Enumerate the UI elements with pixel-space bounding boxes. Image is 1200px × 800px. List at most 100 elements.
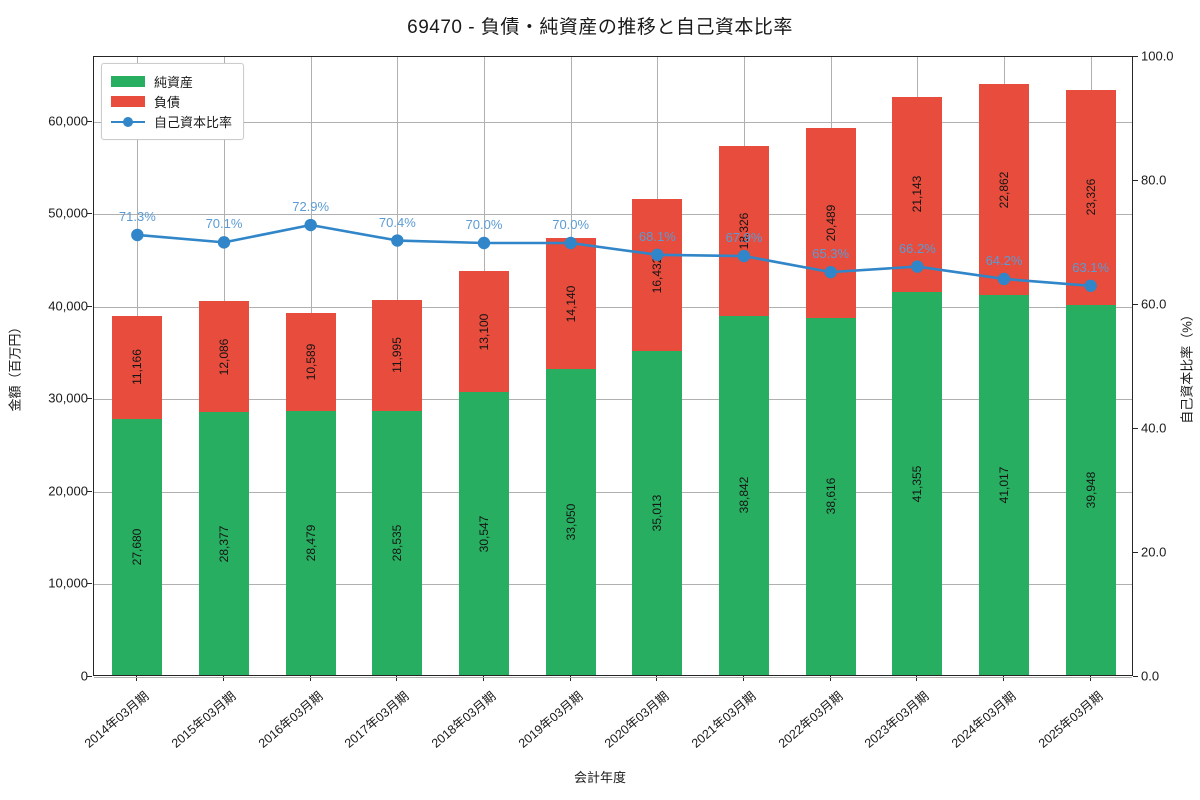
y-axis-right-tick-label: 80.0 [1141,172,1167,188]
y-axis-left-tick-mark [87,305,92,307]
y-axis-right-tick-label: 60.0 [1141,296,1167,312]
x-axis-tick-label: 2020年03月期 [602,689,672,751]
x-axis-tick-label: 2014年03月期 [82,689,152,751]
gridline-horizontal [94,677,1132,678]
stacked-bar[interactable]: 28,377 12,086 [198,300,250,675]
ratio-value-label: 71.3% [118,208,156,224]
legend-item-liabilities[interactable]: 負債 [111,91,232,111]
bar-segment-liabilities[interactable]: 20,489 [805,128,856,318]
x-axis-tick-mark [483,676,484,681]
bar-segment-net-assets[interactable]: 39,948 [1065,305,1116,675]
ratio-value-label: 63.1% [1072,259,1110,275]
chart-legend[interactable]: 純資産 負債 自己資本比率 [101,63,245,140]
stacked-bar[interactable]: 33,050 14,140 [545,238,596,675]
bar-segment-liabilities[interactable]: 11,995 [372,299,423,411]
bar-value-label-net-assets: 33,050 [563,503,578,541]
equity-ratio-line [137,223,1091,288]
legend-label-net-assets: 純資産 [154,74,194,90]
bar-value-label-liabilities: 14,140 [563,285,578,323]
x-axis-tick-mark [223,676,224,681]
bar-value-label-net-assets: 41,017 [996,466,1011,504]
legend-label-liabilities: 負債 [154,94,181,110]
y-axis-left-tick-mark [87,398,92,400]
gridline-horizontal [94,399,1132,401]
ratio-value-label: 66.2% [898,240,936,256]
bar-segment-liabilities[interactable]: 16,432 [632,198,683,351]
y-axis-left-tick-label: 60,000 [48,113,88,129]
x-axis-tick-label: 2016年03月期 [255,689,326,751]
legend-item-equity-ratio[interactable]: 自己資本比率 [111,111,232,131]
bar-segment-liabilities[interactable]: 13,100 [458,271,510,393]
gridline-horizontal [94,584,1132,586]
y-axis-right-tick-label: 20.0 [1141,544,1167,560]
x-axis-tick-label: 2024年03月期 [948,689,1019,751]
x-axis-tick-label: 2017年03月期 [342,689,412,751]
y-axis-left-label: 金額（百万円） [7,320,23,412]
x-axis-tick-label: 2025年03月期 [1035,689,1106,751]
bar-segment-liabilities[interactable]: 14,140 [545,238,596,370]
y-axis-right-tick-label: 40.0 [1141,420,1167,436]
stacked-bar[interactable]: 27,680 11,166 [112,315,163,675]
bar-segment-net-assets[interactable]: 27,680 [112,418,163,675]
bar-segment-net-assets[interactable]: 30,547 [458,392,510,675]
bar-value-label-liabilities: 23,326 [1083,179,1098,216]
y-axis-left-tick-label: 40,000 [48,298,88,314]
y-axis-right-label: 自己資本比率（%） [1179,308,1195,424]
y-axis-right-tick-mark [1133,56,1138,57]
bar-segment-liabilities[interactable]: 11,166 [112,315,163,419]
stacked-bar[interactable]: 38,616 20,489 [805,128,856,675]
bar-value-label-liabilities: 11,995 [390,337,405,374]
bar-segment-net-assets[interactable]: 38,842 [718,315,770,675]
y-axis-left-tick-mark [87,120,92,122]
stacked-bar[interactable]: 30,547 13,100 [458,271,510,675]
y-axis-right-tick-mark [1133,676,1138,677]
bar-value-label-net-assets: 28,377 [216,525,231,563]
bar-value-label-net-assets: 35,013 [650,494,665,532]
y-axis-right-tick-mark [1133,180,1138,181]
ratio-value-label: 65.3% [812,246,850,262]
stacked-bar[interactable]: 39,948 23,326 [1065,89,1116,675]
plot-area: 27,680 11,166 28,377 12,086 28,479 10,589 28,5… [93,56,1133,678]
legend-line-marker-icon [111,116,145,127]
legend-label-equity-ratio: 自己資本比率 [154,114,233,130]
stacked-bar[interactable]: 35,013 16,432 [632,198,683,675]
y-axis-right-tick-mark [1133,428,1138,429]
bar-segment-net-assets[interactable]: 28,535 [372,410,423,675]
ratio-value-label: 70.1% [205,216,243,232]
stacked-bar[interactable]: 41,355 21,143 [892,96,943,675]
bar-segment-net-assets[interactable]: 38,616 [805,317,856,675]
bar-value-label-liabilities: 20,489 [823,204,838,242]
bar-segment-net-assets[interactable]: 35,013 [632,351,683,675]
bar-segment-net-assets[interactable]: 41,017 [978,295,1030,675]
y-axis-right-tick-label: 100.0 [1141,48,1174,64]
stacked-bar[interactable]: 28,479 10,589 [285,313,336,675]
x-axis-tick-label: 2021年03月期 [688,689,759,751]
y-axis-right-tick-mark [1133,304,1138,305]
ratio-value-label: 72.9% [292,199,330,215]
chart-title: 69470 - 負債・純資産の推移と自己資本比率 [407,17,793,38]
legend-item-net-assets[interactable]: 純資産 [111,71,232,91]
stacked-bar[interactable]: 38,842 18,326 [718,146,770,675]
x-axis-tick-label: 2018年03月期 [428,689,499,751]
x-axis-tick-mark [1003,676,1004,681]
bar-value-label-liabilities: 22,862 [996,171,1011,209]
x-axis-tick-mark [569,676,571,681]
bar-segment-liabilities[interactable]: 12,086 [198,300,250,413]
x-axis-tick-mark [743,676,744,681]
x-axis-tick-mark [396,676,398,681]
y-axis-left-tick-label: 0 [80,668,88,684]
stacked-bar[interactable]: 41,017 22,862 [978,83,1030,675]
stacked-bar[interactable]: 28,535 11,995 [372,299,423,675]
y-axis-left-tick-mark [87,583,92,585]
bar-segment-net-assets[interactable]: 28,377 [198,412,250,675]
ratio-value-label: 70.0% [552,217,590,232]
bar-segment-net-assets[interactable]: 28,479 [285,411,336,675]
bar-segment-liabilities[interactable]: 10,589 [285,313,336,412]
x-axis-tick-mark [1089,676,1091,681]
bar-segment-liabilities[interactable]: 21,143 [892,96,943,293]
x-axis-tick-mark [916,676,918,681]
bar-segment-net-assets[interactable]: 41,355 [892,292,943,675]
ratio-value-label: 70.4% [378,214,416,230]
gridline-horizontal [94,306,1132,308]
bar-segment-net-assets[interactable]: 33,050 [545,369,596,675]
